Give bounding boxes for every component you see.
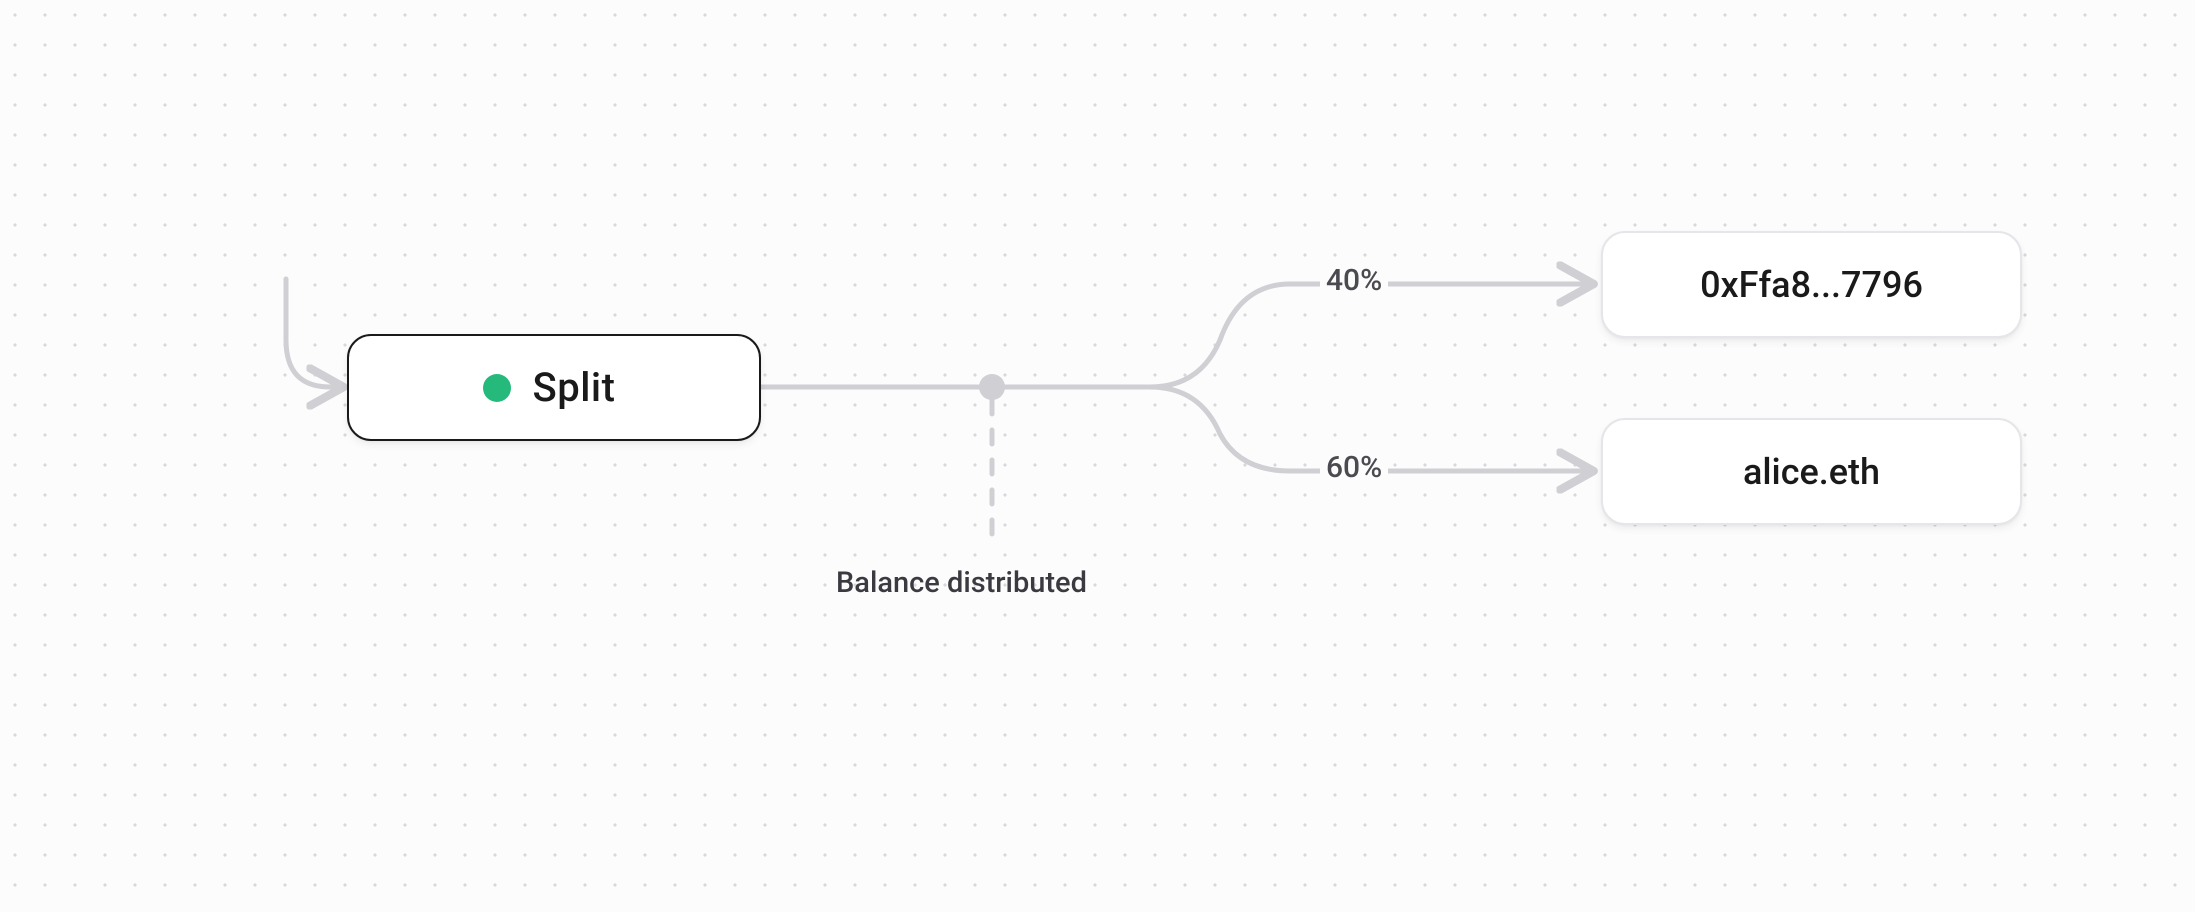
- split-label: Split: [533, 364, 616, 411]
- recipient-node-2[interactable]: alice.eth: [1601, 418, 2022, 525]
- percent-label-1: 40%: [1320, 263, 1388, 298]
- recipient-2-label: alice.eth: [1743, 451, 1880, 493]
- edge-branch-1: [992, 284, 1590, 387]
- split-node[interactable]: Split: [347, 334, 761, 441]
- status-dot-icon: [483, 374, 511, 402]
- recipient-1-label: 0xFfa8...7796: [1700, 264, 1923, 306]
- junction-dot: [979, 374, 1005, 400]
- edge-incoming: [286, 279, 340, 387]
- distribution-caption: Balance distributed: [836, 566, 1087, 600]
- percent-label-2: 60%: [1320, 450, 1388, 485]
- edge-branch-2: [992, 387, 1590, 471]
- recipient-node-1[interactable]: 0xFfa8...7796: [1601, 231, 2022, 338]
